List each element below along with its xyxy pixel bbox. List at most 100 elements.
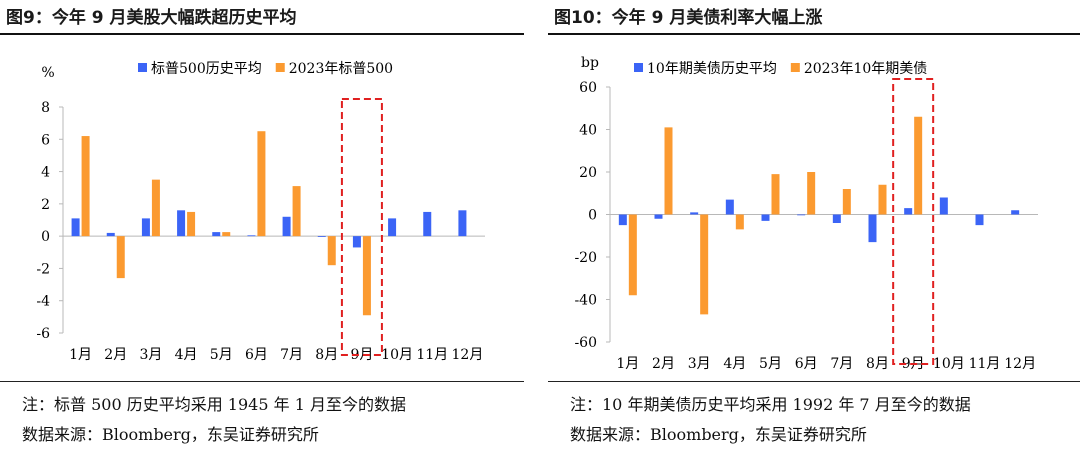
- bar-historical-avg: [1011, 210, 1020, 215]
- x-tick-label: 7月: [830, 356, 853, 372]
- x-tick-label: 8月: [866, 356, 889, 372]
- bar-2023: [735, 214, 744, 230]
- title-rule: [548, 33, 1080, 35]
- y-axis-unit: %: [41, 65, 54, 81]
- bar-2023: [628, 214, 637, 296]
- bar-historical-avg: [352, 236, 361, 248]
- figure-title: 图9：今年 9 月美股大幅跌超历史平均: [6, 8, 297, 28]
- x-tick-label: 10月: [381, 347, 413, 363]
- bar-2023: [362, 236, 371, 316]
- x-tick-label: 5月: [759, 356, 782, 372]
- figure-note: 注：标普 500 历史平均采用 1945 年 1 月至今的数据: [22, 395, 406, 414]
- bar-2023: [81, 136, 90, 237]
- legend-label-historical-avg: 标普500历史平均: [151, 61, 262, 77]
- legend-swatch-2023: [275, 63, 285, 72]
- bar-historical-avg: [106, 232, 115, 237]
- highlight-box: [340, 98, 383, 356]
- x-tick-label: 5月: [210, 347, 233, 363]
- x-tick-label: 7月: [280, 347, 303, 363]
- bar-historical-avg: [975, 214, 984, 226]
- figure-note: 注：10 年期美债历史平均采用 1992 年 7 月至今的数据: [570, 395, 971, 414]
- x-tick-label: 8月: [315, 347, 338, 363]
- x-tick-label: 12月: [452, 347, 484, 363]
- y-tick-label: 0: [588, 208, 597, 224]
- legend-label-2023: 2023年10年期美债: [804, 61, 927, 77]
- y-tick-label: -2: [36, 261, 50, 277]
- bar-historical-avg: [618, 214, 627, 226]
- bar-2023: [116, 236, 125, 279]
- bar-historical-avg: [71, 218, 80, 237]
- y-tick-label: 4: [41, 165, 50, 181]
- x-tick-label: 6月: [795, 356, 818, 372]
- x-tick-label: 1月: [616, 356, 639, 372]
- bar-historical-avg: [868, 214, 877, 243]
- y-tick-label: -60: [574, 335, 597, 351]
- bar-2023: [842, 189, 851, 215]
- bar-historical-avg: [247, 235, 256, 237]
- bar-historical-avg: [832, 214, 841, 223]
- y-axis-unit: bp: [581, 55, 599, 71]
- x-tick-label: 6月: [245, 347, 268, 363]
- x-tick-label: 2月: [104, 347, 127, 363]
- bar-historical-avg: [388, 218, 397, 237]
- x-tick-label: 3月: [688, 356, 711, 372]
- y-tick-label: 2: [41, 197, 50, 213]
- bar-2023: [914, 116, 923, 215]
- highlight-box: [892, 78, 935, 365]
- x-tick-label: 2月: [652, 356, 675, 372]
- y-tick-label: -6: [36, 326, 50, 342]
- bar-historical-avg: [797, 214, 806, 216]
- bar-historical-avg: [725, 199, 734, 215]
- figure-10-panel: 图10：今年 9 月美债利率大幅上涨 bp 60 40 20 0 -20 -40 -60 1月 2…: [548, 0, 1080, 452]
- y-tick-label: 60: [579, 80, 597, 96]
- bar-2023: [327, 236, 336, 266]
- bar-historical-avg: [317, 236, 326, 237]
- x-tick-label: 11月: [969, 356, 1001, 372]
- x-tick-label: 4月: [175, 347, 198, 363]
- bar-historical-avg: [904, 208, 913, 215]
- bar-historical-avg: [458, 210, 467, 237]
- x-tick-label: 4月: [723, 356, 746, 372]
- bar-2023: [700, 214, 709, 315]
- bar-historical-avg: [177, 210, 186, 237]
- bar-2023: [878, 184, 887, 215]
- y-tick-label: 40: [579, 123, 597, 139]
- title-rule: [0, 33, 524, 35]
- bar-historical-avg: [690, 212, 699, 215]
- bar-2023: [257, 131, 266, 237]
- legend-label-2023: 2023年标普500: [289, 61, 393, 77]
- bar-2023: [664, 127, 673, 215]
- bar-2023: [292, 186, 301, 237]
- y-tick-label: -40: [574, 293, 597, 309]
- data-source: 数据来源：Bloomberg，东吴证券研究所: [22, 425, 319, 444]
- y-tick-label: -20: [574, 250, 597, 266]
- note-rule: [0, 381, 524, 382]
- bar-2023: [771, 174, 780, 215]
- legend-swatch-historical-avg: [138, 63, 147, 72]
- y-tick-label: -4: [36, 294, 50, 310]
- y-tick-label: 20: [579, 165, 597, 181]
- x-tick-label: 3月: [139, 347, 162, 363]
- bar-2023: [187, 211, 196, 237]
- bar-historical-avg: [654, 214, 663, 219]
- y-tick-label: 8: [41, 100, 50, 116]
- bar-2023: [151, 179, 160, 237]
- y-tick-label: 0: [41, 229, 50, 245]
- x-tick-label: 12月: [1004, 356, 1036, 372]
- bar-2023: [807, 172, 816, 215]
- legend-swatch-2023: [790, 63, 800, 72]
- bar-historical-avg: [282, 216, 291, 237]
- bar-historical-avg: [423, 211, 432, 237]
- x-tick-label: 11月: [416, 347, 448, 363]
- note-rule: [548, 381, 1080, 382]
- bar-historical-avg: [761, 214, 770, 221]
- figure-title: 图10：今年 9 月美债利率大幅上涨: [554, 8, 823, 28]
- x-tick-label: 1月: [69, 347, 92, 363]
- bar-historical-avg: [212, 232, 221, 237]
- legend-swatch-historical-avg: [634, 63, 643, 72]
- data-source: 数据来源：Bloomberg，东吴证券研究所: [570, 425, 867, 444]
- x-tick-label: 9月: [350, 347, 373, 363]
- bar-historical-avg: [141, 218, 150, 237]
- sp500-monthly-return-chart: % 8 6 4 2 0 -2 -4 -6 1月 2月 3月 4月 5月 6月 7月 8月 9月 10月 11月 12月 标…: [36, 61, 485, 363]
